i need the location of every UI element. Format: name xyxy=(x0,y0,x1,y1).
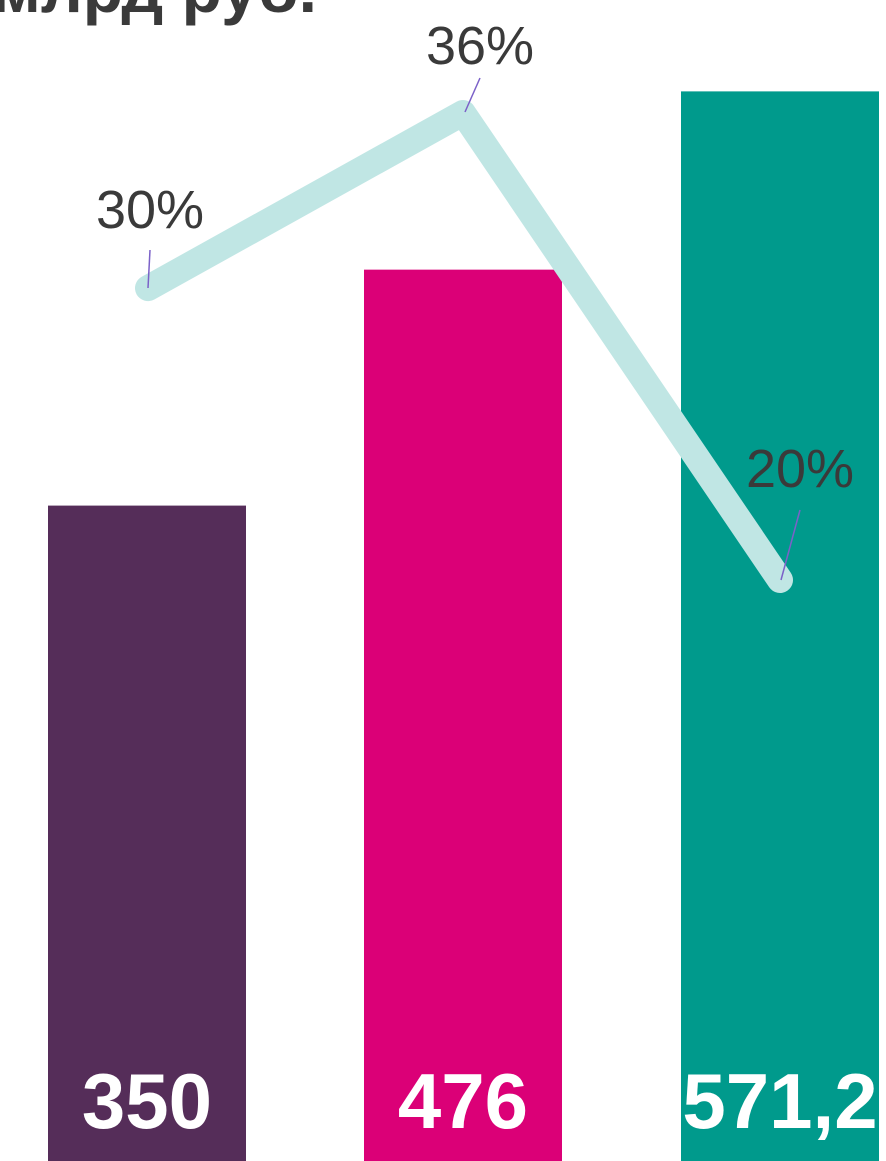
percent-label-2: 36% xyxy=(426,16,534,76)
percent-label-1: 30% xyxy=(96,180,204,240)
bar-value-label-2: 476 xyxy=(398,1057,528,1145)
bar-3 xyxy=(681,91,879,1161)
bar-value-label-1: 350 xyxy=(82,1057,212,1145)
leader-line-3 xyxy=(780,509,801,581)
bar-1 xyxy=(48,505,246,1161)
percent-label-3: 20% xyxy=(746,439,854,499)
bar-value-label-3: 571,2 xyxy=(682,1057,877,1145)
chart-title: млрд руб. xyxy=(0,0,317,22)
bar-2 xyxy=(364,269,562,1161)
leader-line-1 xyxy=(147,249,151,289)
leader-line-2 xyxy=(464,77,481,113)
